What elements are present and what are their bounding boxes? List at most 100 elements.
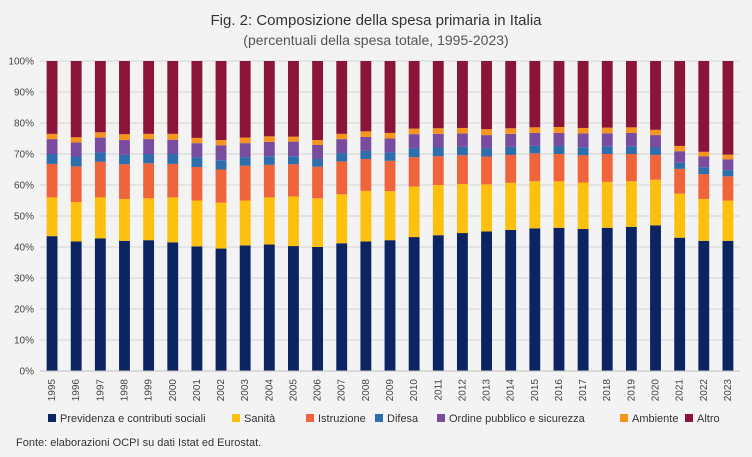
bar-segment <box>481 129 492 136</box>
bar-segment <box>263 156 275 165</box>
x-tick-label: 2014 <box>506 379 517 402</box>
bar-segment <box>456 146 468 156</box>
bar-segment <box>46 133 58 140</box>
bar-segment <box>94 161 106 198</box>
bar-segment <box>577 133 589 148</box>
bar-segment <box>119 134 130 141</box>
y-tick-label: 10% <box>14 336 34 347</box>
bar-segment <box>263 197 275 245</box>
bar-segment <box>336 133 348 140</box>
bar-segment <box>481 231 492 371</box>
bar-segment <box>288 136 299 142</box>
bar-segment <box>384 191 396 241</box>
bar-segment <box>505 154 517 183</box>
bar-segment <box>94 238 106 371</box>
bar-segment <box>674 61 686 146</box>
legend-swatch <box>232 414 240 422</box>
bar-segment <box>167 133 179 140</box>
bars <box>46 61 734 371</box>
bar-segment <box>456 155 468 185</box>
y-tick-label: 100% <box>8 57 34 68</box>
bar-segment <box>191 157 203 168</box>
bar-segment <box>481 148 492 157</box>
bar-segment <box>119 240 130 371</box>
legend-label: Previdenza e contributi sociali <box>60 413 206 425</box>
x-tick-label: 2022 <box>699 379 710 402</box>
bar-segment <box>167 139 179 154</box>
bar-segment <box>650 154 661 180</box>
bar-segment <box>191 137 203 144</box>
bar-segment <box>191 200 203 247</box>
bar-segment <box>650 179 661 226</box>
bar-segment <box>239 245 251 371</box>
bar-segment <box>288 61 299 137</box>
bar-segment <box>312 61 324 141</box>
bar-segment <box>456 233 468 371</box>
bar-segment <box>408 186 420 238</box>
bar-segment <box>577 61 589 128</box>
bar-segment <box>384 132 396 139</box>
bar-segment <box>577 229 589 371</box>
bar-segment <box>529 181 541 229</box>
bar-segment <box>553 154 565 182</box>
bar-segment <box>215 61 227 141</box>
bar-segment <box>94 152 106 162</box>
bar-segment <box>239 143 251 158</box>
x-tick-label: 1996 <box>71 379 82 402</box>
legend-swatch <box>306 414 314 422</box>
bar-segment <box>722 176 734 201</box>
bar-segment <box>143 139 155 154</box>
legend-swatch <box>685 414 693 422</box>
bar-segment <box>505 146 517 155</box>
bar-segment <box>143 61 155 134</box>
bar-segment <box>674 193 686 238</box>
bar-segment <box>481 156 492 185</box>
bar-segment <box>456 133 468 147</box>
bar-segment <box>119 198 130 241</box>
bar-segment <box>408 134 420 149</box>
bar-segment <box>481 135 492 149</box>
bar-segment <box>336 61 348 134</box>
bar-segment <box>432 147 444 157</box>
bar-segment <box>70 137 82 143</box>
bar-segment <box>143 163 155 199</box>
x-tick-label: 2002 <box>216 379 227 402</box>
bar-segment <box>698 156 710 168</box>
bar-segment <box>505 128 517 134</box>
bar-segment <box>167 197 179 243</box>
bar-segment <box>215 145 227 161</box>
bar-segment <box>336 194 348 244</box>
bar-segment <box>650 129 661 136</box>
legend-swatch <box>620 414 628 422</box>
bar-segment <box>408 148 420 158</box>
legend-swatch <box>48 414 56 422</box>
bar-segment <box>119 140 130 155</box>
bar-segment <box>312 166 324 199</box>
legend-label: Ambiente <box>632 413 678 425</box>
x-tick-label: 2008 <box>361 379 372 402</box>
bar-segment <box>432 185 444 236</box>
bar-segment <box>384 138 396 153</box>
bar-segment <box>698 240 710 371</box>
x-tick-label: 2013 <box>482 379 493 402</box>
bar-segment <box>674 151 686 163</box>
bar-segment <box>288 164 299 197</box>
bar-segment <box>70 202 82 242</box>
bar-segment <box>577 182 589 230</box>
x-tick-label: 1997 <box>95 379 106 402</box>
x-tick-label: 1999 <box>144 379 155 402</box>
bar-segment <box>674 162 686 169</box>
bar-segment <box>456 184 468 234</box>
x-tick-label: 2021 <box>675 379 686 402</box>
x-tick-label: 1995 <box>47 379 58 402</box>
bar-segment <box>553 181 565 228</box>
bar-segment <box>432 235 444 371</box>
bar-segment <box>625 61 637 128</box>
bar-segment <box>94 132 106 138</box>
legend-label: Istruzione <box>318 413 366 425</box>
x-tick-label: 1998 <box>119 379 130 402</box>
bar-segment <box>215 248 227 371</box>
bar-segment <box>360 241 372 371</box>
legend-label: Altro <box>697 413 720 425</box>
bar-segment <box>94 197 106 239</box>
